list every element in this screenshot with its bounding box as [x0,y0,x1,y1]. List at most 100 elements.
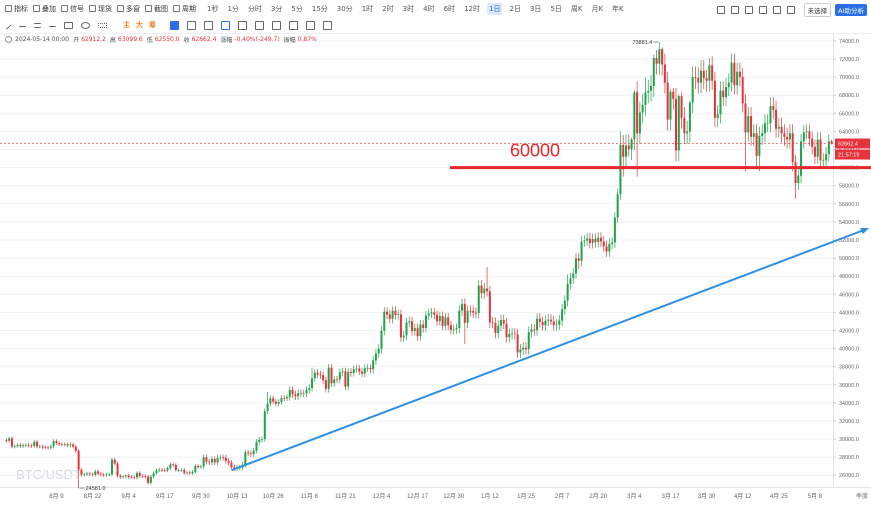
candle-body [383,311,386,331]
menu-item[interactable]: 周期 [173,4,196,14]
candle-body [688,102,691,132]
candle-body [433,312,436,315]
candle-body [733,62,736,86]
tool-icon[interactable] [81,21,90,29]
y-tick-label: 32000.0 [839,419,859,425]
tool-icon[interactable] [19,23,26,27]
timeframe[interactable]: 3分 [270,4,283,13]
info-label: 低 [146,37,153,44]
menu-item[interactable]: 叠加 [33,4,56,14]
candle-body [797,175,800,183]
tool-icon[interactable] [221,20,230,30]
candle-body [44,447,47,449]
tool-icon[interactable] [170,20,179,30]
menu-item[interactable]: 指标 [5,4,28,14]
candle-body [408,321,411,323]
candle-body [305,390,308,394]
level-label: 60000 [510,141,560,161]
candle-body [297,393,300,397]
timeframe[interactable]: 5日 [550,4,562,13]
tool-icon[interactable] [64,21,73,29]
candle-body [808,131,811,139]
countdown-label: 21:57:19 [838,153,859,159]
tool-icon[interactable] [238,20,247,30]
indicator-toggle[interactable]: 大 [136,21,143,29]
menu-item[interactable]: 截图 [145,4,168,14]
indicator-toggle[interactable]: 主 [123,21,130,29]
icon[interactable] [730,6,739,14]
timeframe[interactable]: 2时 [382,4,394,13]
candle-body [494,322,497,333]
timeframe[interactable]: 1时 [361,4,374,13]
icon[interactable] [758,6,767,14]
timeframe[interactable]: 5分 [291,4,303,13]
tool-icon[interactable] [289,20,298,30]
candle-body [172,464,175,466]
timeframe[interactable]: 3日 [529,4,542,13]
timeframe[interactable]: 1日 [486,2,503,15]
candle-body [580,241,583,261]
selector[interactable]: 未选择 [803,3,832,17]
timeframe[interactable]: 1秒 [207,4,219,13]
timeframe[interactable]: 2日 [509,4,521,13]
timeframe[interactable]: 6时 [443,4,456,13]
indicator-toggle[interactable]: 筹 [149,21,156,29]
timeframe[interactable]: 12时 [464,4,480,13]
candle-body [380,330,383,349]
tool-icon[interactable] [187,20,196,30]
tool-icon[interactable] [204,20,213,30]
countdown-box [835,149,870,160]
tool-icon[interactable] [255,20,264,30]
timeframe[interactable]: 30分 [336,4,353,13]
tool-icon[interactable] [323,20,332,30]
tool-icon[interactable] [272,20,281,30]
tool-icon[interactable] [34,22,41,28]
tool-icon[interactable] [98,22,107,28]
timeframe[interactable]: 周K [570,4,583,13]
plot-area: 26000.0 28000.0 30000.0 32000.0 34000.0 36000… [0,39,871,500]
candle-body [302,393,305,395]
timeframe[interactable]: 4时 [423,4,435,13]
timeframe[interactable]: 1分 [227,4,239,13]
candle-body [708,65,711,81]
candle-body [561,309,564,321]
x-tick-label: 8月 9 [49,493,64,500]
candle-body [72,444,75,447]
candle-body [616,194,619,218]
icon[interactable] [744,6,753,14]
y-tick-label: 40000.0 [839,347,859,353]
ai-button[interactable]: AI助分析 [835,4,867,16]
timeframe[interactable]: 月K [591,4,604,13]
icon[interactable] [786,6,795,14]
menu-item[interactable]: 信号 [61,4,84,14]
candle-body [35,441,38,447]
corner-label: 季度 [856,492,868,500]
icon[interactable] [716,6,725,14]
candle-body [63,444,66,445]
candle-body [366,367,369,369]
menu-item[interactable]: 现货 [89,4,112,14]
candle-body [530,329,533,333]
candle-body [750,116,753,137]
candle-body [347,371,350,387]
candle-body [641,104,644,113]
icon[interactable] [772,6,781,14]
info-value: -0.40%(-249.7) [234,36,280,43]
timeframe[interactable]: 年K [612,4,624,13]
candle-body [327,367,330,389]
timeframe[interactable]: 3时 [402,4,415,13]
tool-icon[interactable] [306,20,315,30]
candle-body [263,411,266,440]
timeframe[interactable]: 15分 [311,4,328,13]
tool-icon[interactable] [49,23,56,27]
candle-body [224,457,227,461]
candle-body [755,133,758,156]
menu-item[interactable]: 多窗 [117,4,140,14]
timeframe[interactable]: 分时 [247,4,262,13]
candle-body [83,474,86,476]
tool-icon[interactable] [3,20,12,30]
candle-body [541,321,544,326]
candle-body [280,397,283,403]
